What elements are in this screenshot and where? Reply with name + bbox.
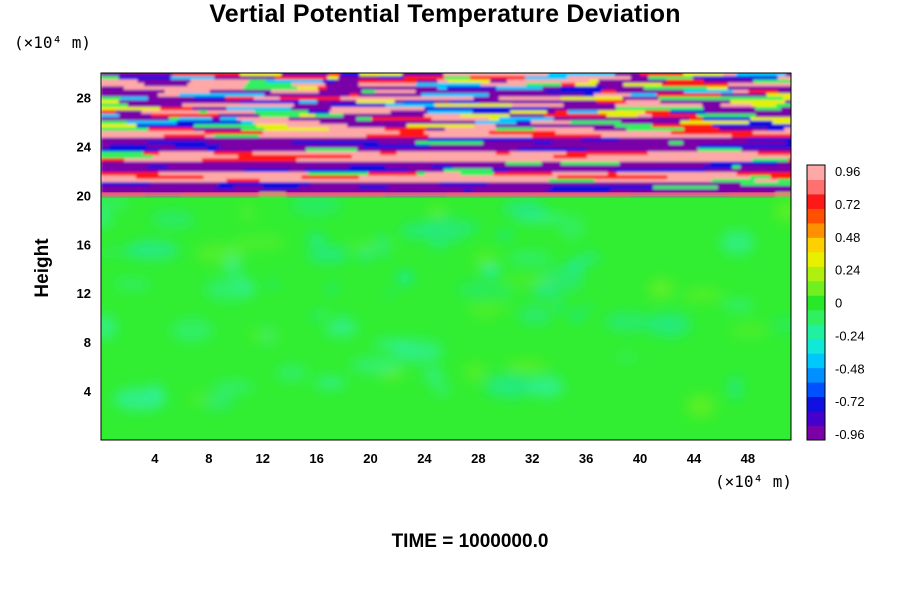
colorbar-tick-label: -0.72 <box>835 394 865 409</box>
colorbar-swatch <box>807 295 825 311</box>
colorbar-swatch <box>807 237 825 253</box>
x-tick-label: 44 <box>687 451 702 466</box>
colorbar-swatch <box>807 193 825 209</box>
colorbar-swatch <box>807 324 825 340</box>
colorbar-swatch <box>807 165 825 180</box>
colorbar-swatch <box>807 411 825 427</box>
colorbar-swatch <box>807 208 825 224</box>
colorbar-swatch <box>807 251 825 267</box>
colorbar-frame <box>806 164 826 441</box>
x-tick-label: 16 <box>309 451 323 466</box>
colorbar-tick-label: 0 <box>835 296 842 311</box>
x-tick-label: 28 <box>471 451 485 466</box>
colorbar-swatch <box>807 179 825 195</box>
colorbar-swatch <box>807 353 825 369</box>
colorbar-tick-label: -0.48 <box>835 361 865 376</box>
upper-bands <box>101 73 791 196</box>
y-tick-label: 12 <box>77 286 91 301</box>
y-axis: 4 8 12 16 20 24 28 <box>77 90 92 399</box>
colorbar-swatch <box>807 222 825 238</box>
x-tick-label: 40 <box>633 451 647 466</box>
colorbar-tick-label: -0.96 <box>835 427 865 442</box>
colorbar: 0.96 0.72 0.48 0.24 0 -0.24 -0.48 -0.72 -0.96 <box>806 164 865 442</box>
colorbar-swatch <box>807 396 825 412</box>
colorbar-swatch <box>807 280 825 296</box>
colorbar-tick-label: 0.72 <box>835 197 860 212</box>
x-tick-label: 20 <box>363 451 377 466</box>
x-tick-label: 4 <box>151 451 159 466</box>
colorbar-swatch <box>807 367 825 383</box>
colorbar-swatch <box>807 309 825 325</box>
x-axis: 4 8 12 16 20 24 28 32 36 40 44 48 <box>151 451 755 466</box>
colorbar-tick-label: 0.24 <box>835 263 860 278</box>
x-tick-label: 32 <box>525 451 539 466</box>
time-label: TIME = 1000000.0 <box>391 531 549 552</box>
y-tick-label: 28 <box>77 90 91 105</box>
x-tick-label: 12 <box>255 451 269 466</box>
y-axis-unit: (×10⁴ m) <box>14 33 92 52</box>
y-tick-label: 24 <box>77 139 92 154</box>
x-tick-label: 8 <box>205 451 212 466</box>
colorbar-swatch <box>807 425 825 441</box>
colorbar-swatch <box>807 382 825 398</box>
colorbar-tick-label: -0.24 <box>835 328 865 343</box>
x-tick-label: 24 <box>417 451 432 466</box>
x-tick-label: 48 <box>741 451 755 466</box>
y-tick-label: 8 <box>84 335 91 350</box>
colorbar-swatch <box>807 338 825 354</box>
colorbar-tick-label: 0.48 <box>835 230 860 245</box>
x-axis-unit: (×10⁴ m) <box>715 472 793 491</box>
y-tick-label: 20 <box>77 188 91 203</box>
y-tick-label: 4 <box>84 384 92 399</box>
x-tick-label: 36 <box>579 451 593 466</box>
chart-title: Vertial Potential Temperature Deviation <box>209 0 681 28</box>
heatmap-field <box>101 73 791 440</box>
lower-swirls <box>101 192 791 419</box>
plot-frame <box>100 72 792 441</box>
colorbar-swatch <box>807 266 825 282</box>
colorbar-tick-label: 0.96 <box>835 164 860 179</box>
y-tick-label: 16 <box>77 237 91 252</box>
